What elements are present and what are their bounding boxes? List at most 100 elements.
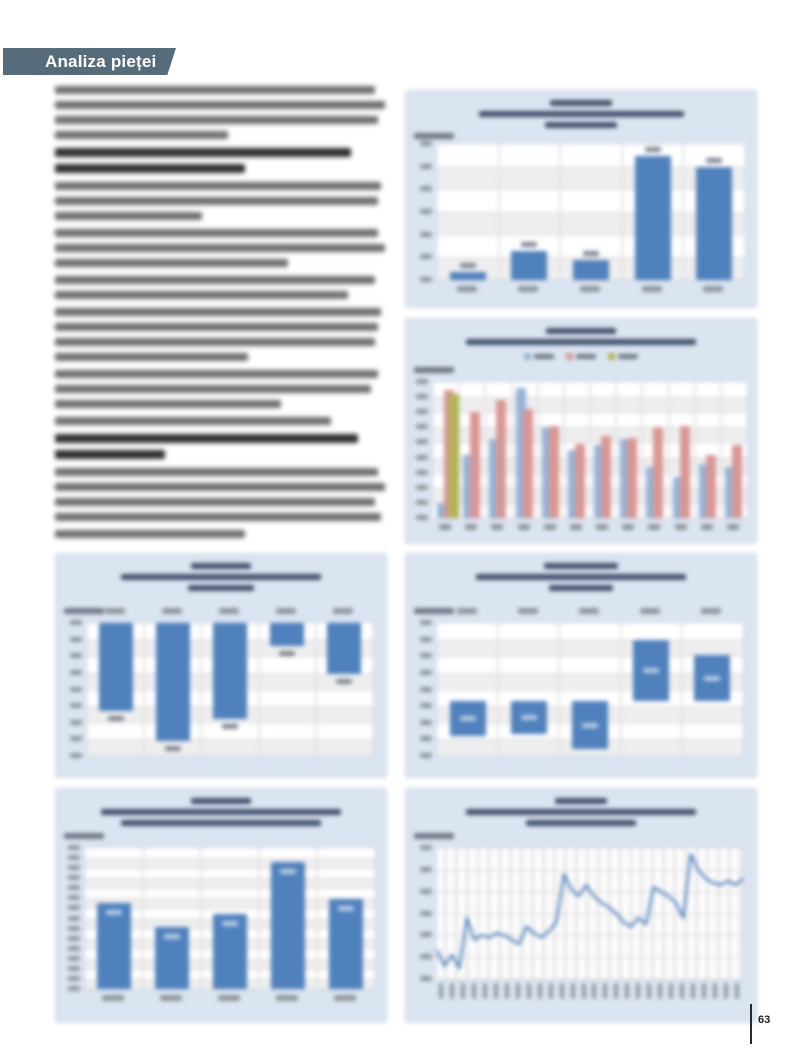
bar [449,394,460,518]
y-axis-tick-blurred [420,866,432,872]
data-label-blurred [706,157,723,163]
data-label-blurred [279,650,296,656]
text-line-blurred [55,131,229,139]
y-axis-tick-blurred [420,231,432,237]
x-axis-tick-blurred [636,983,641,999]
gridline-horizontal [85,888,375,890]
paragraph-blurred [55,530,388,538]
y-axis-tick-blurred [416,469,428,475]
bar [541,427,552,518]
legend-label-blurred [576,354,596,359]
paragraph-blurred [55,308,388,361]
chart-mid-left-negative-bar [55,553,387,778]
text-line-blurred [55,259,289,267]
y-axis-tick-blurred [68,975,80,981]
gridline-horizontal [437,672,743,674]
gridline-vertical [143,623,146,756]
gridline-vertical [620,144,623,280]
text-line-blurred [55,86,375,94]
data-label-blurred [338,905,354,911]
legend-swatch [608,353,615,360]
y-axis-tick-blurred [420,163,432,169]
gridline-vertical [497,623,500,756]
y-axis-tick-blurred [420,669,432,675]
legend-label-blurred [618,354,638,359]
category-label-blurred [456,608,477,614]
y-axis-tick-blurred [68,925,80,931]
y-axis-tick-blurred [420,736,432,742]
bar [511,251,548,280]
bar [213,623,247,719]
bar [437,502,448,518]
paragraph-blurred [55,86,388,139]
text-line-blurred [55,182,382,190]
x-axis-tick-blurred [526,983,531,999]
x-axis-tick-blurred [537,983,542,999]
category-label-blurred [518,286,539,292]
y-axis-tick-blurred [420,932,432,938]
category-label-blurred [333,608,354,614]
y-axis-tick-blurred [416,484,428,490]
y-axis-tick-blurred [420,976,432,981]
chart-title-line-blurred [545,122,617,128]
data-label-blurred [583,251,599,257]
axis-unit-label-blurred [414,133,454,139]
gridline-horizontal [87,722,373,724]
y-axis-tick-blurred [416,499,428,505]
text-line-blurred [55,291,349,299]
y-axis-tick-blurred [420,636,432,642]
bar [627,437,638,518]
paragraph-blurred [55,182,388,220]
bar [679,425,690,518]
bar [724,466,735,518]
data-label-blurred [459,716,476,722]
y-axis-tick-blurred [420,703,432,709]
gridline-vertical [682,144,685,280]
gridline-vertical [558,623,561,756]
category-label-blurred [160,995,182,1001]
gridline-vertical [510,382,513,518]
x-axis-tick-blurred [658,983,663,999]
chart-title-line-blurred [121,820,321,826]
y-axis-tick-blurred [70,736,82,742]
category-label-blurred [276,608,297,614]
chart-grouped-bar [405,318,757,544]
bar [567,450,578,518]
x-axis-tick-blurred [450,983,455,999]
category-label-blurred [276,995,298,1001]
bar [601,436,612,518]
text-line-blurred [55,276,375,284]
plot-area [436,143,746,281]
line-series [437,853,743,970]
x-axis-tick-blurred [647,983,652,999]
bar [646,466,657,518]
gridline-horizontal [437,913,743,915]
x-axis-tick-blurred [472,983,477,999]
x-axis-tick-blurred [570,983,575,999]
axis-unit-label-blurred [414,833,454,839]
legend-item [566,353,596,360]
legend-swatch [566,353,573,360]
bar [696,166,733,280]
text-line-blurred [55,498,375,506]
bar [470,412,481,518]
data-label-blurred [222,723,238,729]
gridline-vertical [536,382,539,518]
y-axis-tick-blurred [68,845,80,850]
bar [329,898,363,989]
gridline-vertical [719,382,722,518]
x-axis-tick-blurred [625,983,630,999]
y-axis-tick-blurred [70,753,82,758]
category-label-blurred [703,286,724,292]
y-axis-tick-blurred [416,515,428,520]
y-axis-tick-blurred [68,885,80,891]
bar [705,454,716,518]
y-axis-tick-blurred [420,141,432,146]
bar [620,439,631,518]
category-label-blurred [674,524,687,530]
y-axis-tick-blurred [420,186,432,192]
text-line-blurred [55,385,372,393]
bar [155,623,190,742]
y-axis-tick-blurred [420,254,432,260]
